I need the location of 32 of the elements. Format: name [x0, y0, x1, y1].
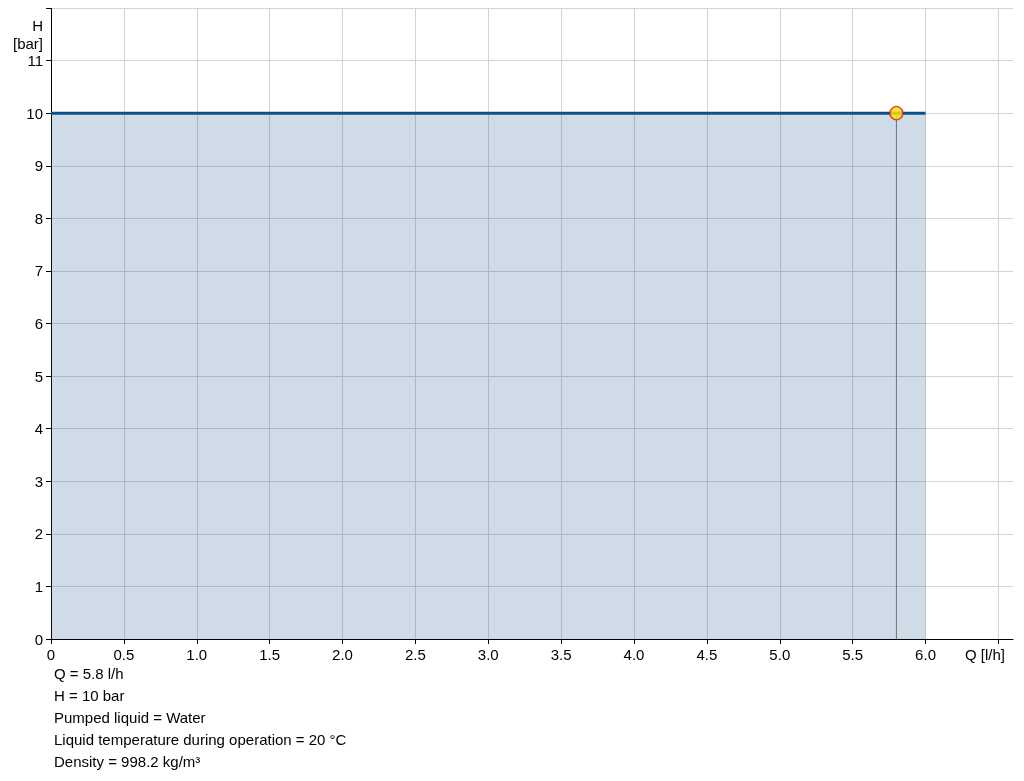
x-tick-label: 1.5	[259, 646, 281, 663]
y-tick-label: 3	[34, 472, 43, 490]
x-tick-label: 0.5	[113, 646, 135, 663]
x-tick-label: 2.0	[332, 646, 353, 663]
x-tick-label: 0	[46, 646, 56, 663]
y-tick-label: 10	[26, 104, 43, 122]
x-tick-label: 5.0	[769, 646, 791, 663]
y-axis-title: H [bar]	[12, 16, 43, 52]
x-tick-label: 1.0	[186, 646, 208, 663]
text: Liquid temperature during operation = 20 °C	[54, 731, 347, 748]
y-tick-label: 11	[27, 52, 43, 70]
text: Pumped liquid = Water	[54, 709, 206, 726]
x-axis-title: Q [l/h]	[965, 646, 1006, 663]
text: H = 10 bar	[54, 687, 125, 704]
y-tick-label: 1	[34, 577, 43, 595]
y-tick-label: 7	[34, 262, 43, 280]
text: Density = 998.2 kg/m³	[54, 753, 201, 770]
x-tick-label: 2.5	[404, 646, 426, 663]
y-tick-label: 9	[34, 157, 43, 175]
x-tick-label: 4.5	[696, 646, 718, 663]
x-tick-label: 4.0	[623, 646, 645, 663]
y-tick-label: 6	[34, 315, 43, 332]
x-tick-label: 6.0	[915, 646, 936, 663]
x-tick-label: 3.0	[477, 646, 499, 663]
y-tick-label: 5	[34, 367, 43, 385]
y-tick-label: 8	[34, 209, 43, 227]
y-tick-label: 4	[34, 420, 43, 438]
x-tick-label: 5.5	[842, 646, 864, 663]
text: Q = 5.8 l/h	[54, 665, 124, 682]
x-tick-label: 3.5	[550, 646, 572, 663]
y-tick-label: 2	[34, 525, 43, 543]
y-tick-label: 0	[34, 630, 43, 648]
